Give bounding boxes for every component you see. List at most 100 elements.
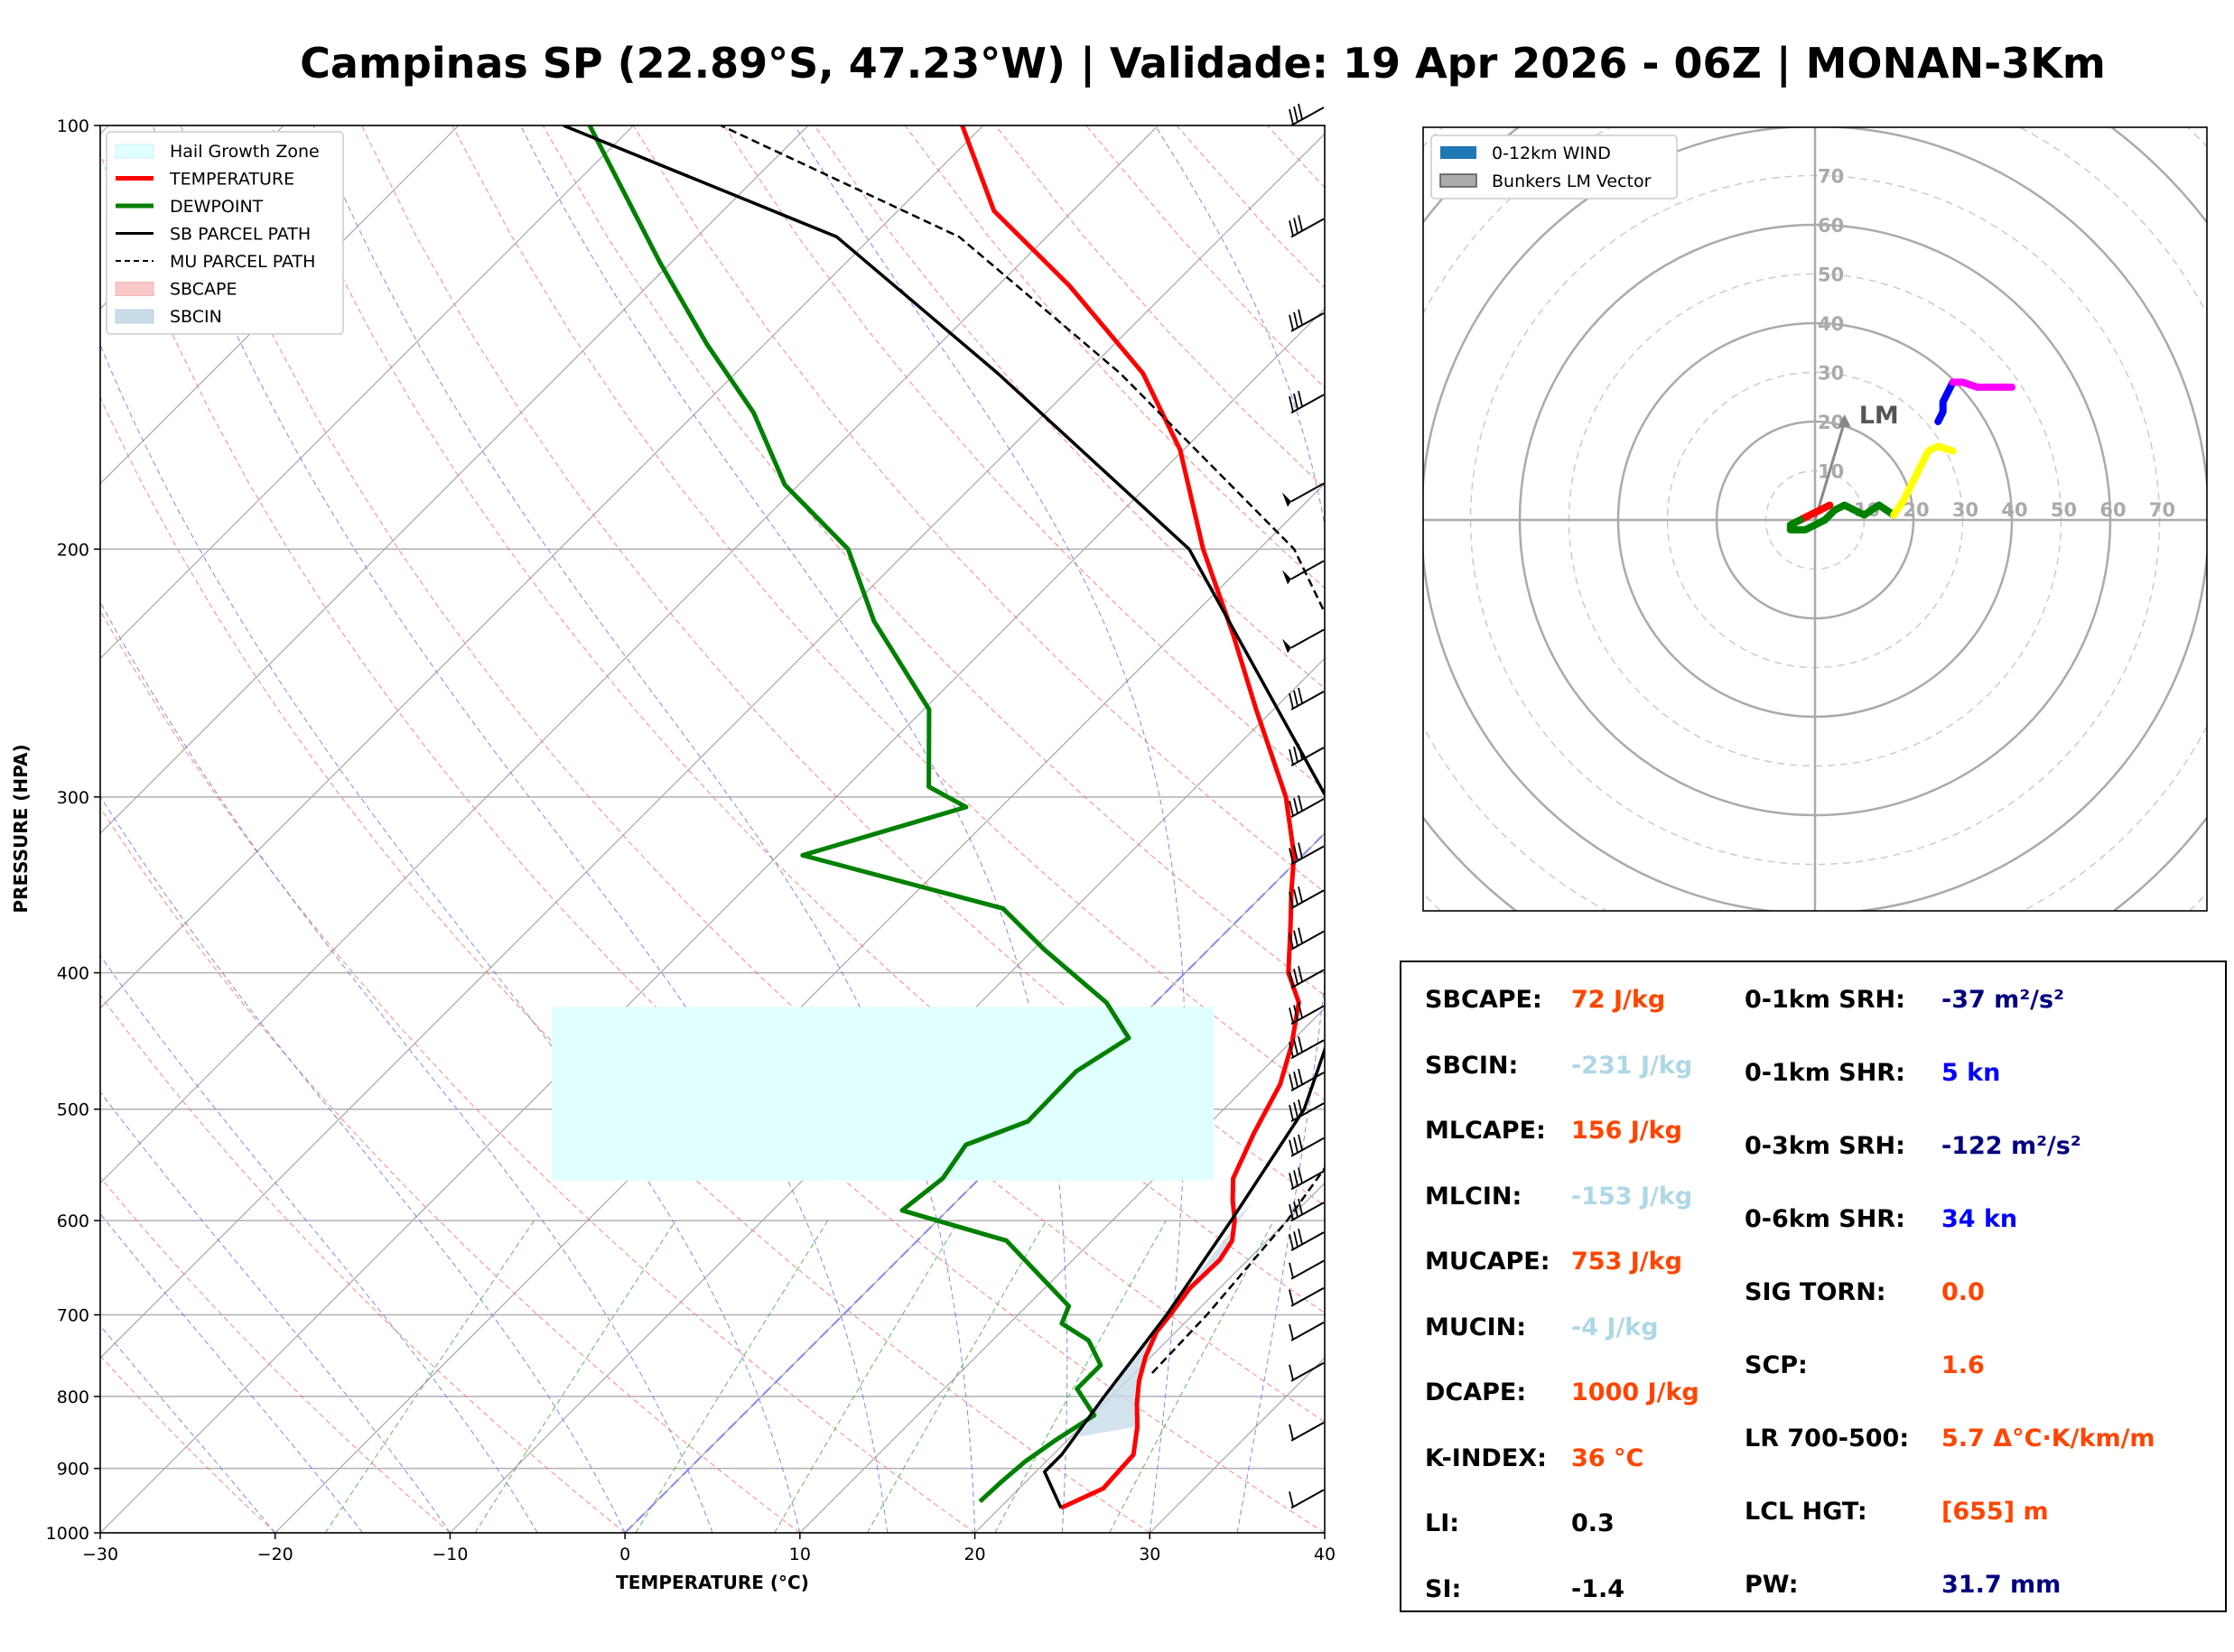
wind-barb-feather [1289, 1073, 1294, 1091]
moist-adiabat [100, 954, 538, 1533]
legend-label: MU PARCEL PATH [170, 252, 315, 272]
isotherm-line [100, 125, 1159, 1184]
wind-barb-feather [1293, 969, 1299, 985]
stat-row: DCAPE: 1000 J/kg [1425, 1378, 1699, 1406]
hodograph-trace-0-1km [1796, 501, 1834, 524]
wind-barb-feather [1289, 933, 1294, 949]
wind-barb-feather [1289, 1364, 1294, 1380]
hodograph-trace-9-12km [1949, 378, 2015, 391]
wind-barb-feather [1289, 1233, 1294, 1250]
isotherm-line [100, 125, 284, 310]
isotherm-line [974, 1182, 1325, 1533]
wind-barb-feather [1293, 106, 1299, 123]
dry-adiabat [814, 125, 1325, 690]
wind-barb-staff [1290, 1286, 1325, 1307]
wind-barb [1289, 1286, 1325, 1307]
isotherm-line [100, 308, 1325, 1533]
legend-label: Hail Growth Zone [170, 142, 320, 162]
stat-label: MUCAPE: [1425, 1248, 1550, 1276]
stat-label: SCP: [1745, 1351, 1808, 1379]
stat-label: SIG TORN: [1745, 1278, 1886, 1306]
stat-value: -153 J/kg [1571, 1182, 1693, 1211]
wind-barb-feather [1298, 215, 1303, 231]
wind-barb-feather [1298, 1134, 1303, 1151]
x-tick-label: 10 [789, 1545, 811, 1564]
wind-barb-feather [1293, 1101, 1299, 1118]
stat-label: MLCAPE: [1425, 1117, 1546, 1145]
ring-label-y: 30 [1818, 363, 1844, 385]
x-tick-label: 20 [963, 1545, 985, 1564]
stat-label: 0-1km SHR: [1745, 1059, 1905, 1087]
wind-barb-feather [1298, 1036, 1303, 1053]
wind-barb-feather [1289, 1203, 1294, 1220]
wind-barb-feather [1298, 687, 1303, 704]
wind-barb-staff [1290, 218, 1325, 238]
stat-row: SBCAPE: 72 J/kg [1425, 986, 1665, 1014]
stat-row: LCL HGT: [655] m [1745, 1498, 2049, 1526]
y-tick-label: 600 [57, 1211, 89, 1231]
wind-barb-staff [1290, 691, 1325, 710]
isotherm-line [100, 125, 809, 834]
x-tick-label: −20 [257, 1545, 293, 1564]
wind-barb-staff [1290, 1137, 1325, 1157]
stat-value: 72 J/kg [1571, 986, 1666, 1014]
dry-adiabat [542, 125, 1325, 997]
wind-barb-feather [1293, 218, 1299, 234]
sb-parcel-line [563, 125, 1325, 1509]
wind-barb [1282, 482, 1325, 507]
isotherm-line [450, 657, 1325, 1533]
moist-adiabat [794, 125, 1187, 1533]
wind-barb-feather [1289, 748, 1294, 766]
wind-barb-feather [1289, 1104, 1294, 1121]
mu-parcel-line [720, 125, 1325, 1374]
wind-barb-feather [1298, 886, 1303, 903]
wind-barb-feather [1289, 1007, 1294, 1024]
x-tick-label: 0 [619, 1545, 630, 1564]
ring-label-x: 30 [1952, 499, 1978, 521]
stat-row: MLCAPE: 156 J/kg [1425, 1117, 1682, 1145]
legend-swatch-wind [1440, 146, 1476, 159]
y-tick-label: 200 [57, 540, 89, 560]
stat-label: PW: [1745, 1571, 1799, 1599]
stat-label: SBCIN: [1425, 1051, 1519, 1080]
stat-label: MLCIN: [1425, 1182, 1522, 1211]
stat-row: 0-1km SRH: -37 m²/s² [1745, 986, 2064, 1014]
wind-barb [1289, 1228, 1325, 1252]
x-axis-label: TEMPERATURE (°C) [616, 1572, 809, 1593]
wind-barb-feather [1289, 848, 1294, 864]
hodograph-trace-3-6km [1890, 442, 1957, 519]
wind-barb-feather [1289, 108, 1294, 125]
wind-barb-feather [1298, 1228, 1303, 1245]
stat-value: 5.7 Δ°C·K/km/m [1941, 1425, 2155, 1452]
wind-barb [1289, 743, 1325, 766]
stat-value: 1000 J/kg [1571, 1378, 1699, 1406]
wind-barb-staff [1290, 930, 1325, 951]
legend-label: SBCAPE [170, 280, 237, 300]
wind-barb-feather [1289, 396, 1294, 413]
stat-label: SI: [1425, 1574, 1462, 1603]
stat-row: MUCAPE: 753 J/kg [1425, 1248, 1682, 1276]
wind-barbs [1282, 103, 1325, 1509]
stat-value: 753 J/kg [1571, 1248, 1682, 1276]
stat-row: LI: 0.3 [1425, 1509, 1615, 1537]
x-tick-label: 30 [1139, 1545, 1160, 1564]
x-tick-label: 40 [1314, 1545, 1336, 1564]
wind-barb-feather [1293, 1170, 1299, 1186]
dry-adiabat [100, 1355, 276, 1533]
dry-adiabat [100, 609, 975, 1533]
stat-label: 0-1km SRH: [1745, 986, 1905, 1014]
stat-label: 0-6km SHR: [1745, 1205, 1905, 1233]
wind-barb-feather [1289, 1323, 1294, 1341]
x-tick-label: −10 [432, 1545, 468, 1564]
wind-barb-feather [1293, 690, 1299, 707]
stat-value: -37 m²/s² [1941, 986, 2064, 1014]
wind-barb [1289, 1167, 1325, 1191]
hodograph-trace-1-3km [1786, 501, 1898, 534]
wind-barb-staff [1290, 845, 1325, 866]
y-tick-label: 900 [57, 1460, 89, 1480]
skew-t-axis-labels: TEMPERATURE (°C) PRESSURE (HPA) [10, 744, 809, 1593]
wind-barb-feather [1293, 1005, 1299, 1021]
isotherm-line [275, 482, 1325, 1533]
dry-adiabat [100, 806, 801, 1533]
